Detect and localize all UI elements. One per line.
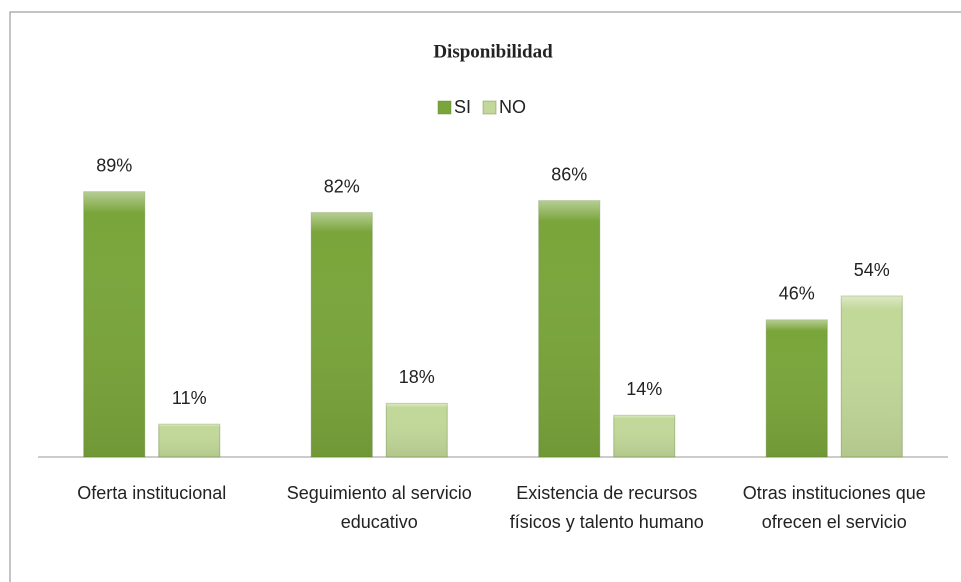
value-label: 18% bbox=[399, 367, 435, 387]
value-label: 14% bbox=[626, 379, 662, 399]
value-label: 82% bbox=[324, 176, 360, 196]
legend-label: NO bbox=[499, 97, 526, 117]
x-tick-label: Seguimiento al servicio educativo bbox=[286, 483, 472, 532]
value-label: 11% bbox=[172, 388, 207, 408]
value-label: 54% bbox=[854, 260, 890, 280]
legend-swatch bbox=[482, 100, 497, 115]
chart-frame bbox=[9, 11, 961, 582]
chart-title: Disponibilidad bbox=[433, 41, 553, 62]
bar-shade bbox=[841, 296, 903, 457]
legend-label: SI bbox=[454, 97, 471, 117]
x-tick-label: Otras instituciones que ofrecen el servi… bbox=[742, 483, 926, 532]
value-label: 46% bbox=[779, 284, 815, 304]
bar-shade bbox=[311, 212, 373, 457]
value-label: 89% bbox=[96, 156, 132, 176]
bar-shade bbox=[613, 415, 675, 457]
value-label: 86% bbox=[551, 164, 587, 184]
bar-shade bbox=[158, 424, 220, 457]
bar-shade bbox=[83, 191, 145, 457]
legend-swatch bbox=[437, 100, 452, 115]
x-tick-label: Oferta institucional bbox=[77, 483, 227, 503]
x-tick-label: Existencia de recursos físicos y talento… bbox=[509, 483, 704, 532]
bar-shade bbox=[538, 200, 600, 457]
bar-shade bbox=[766, 319, 828, 457]
bar-shade bbox=[386, 403, 448, 457]
